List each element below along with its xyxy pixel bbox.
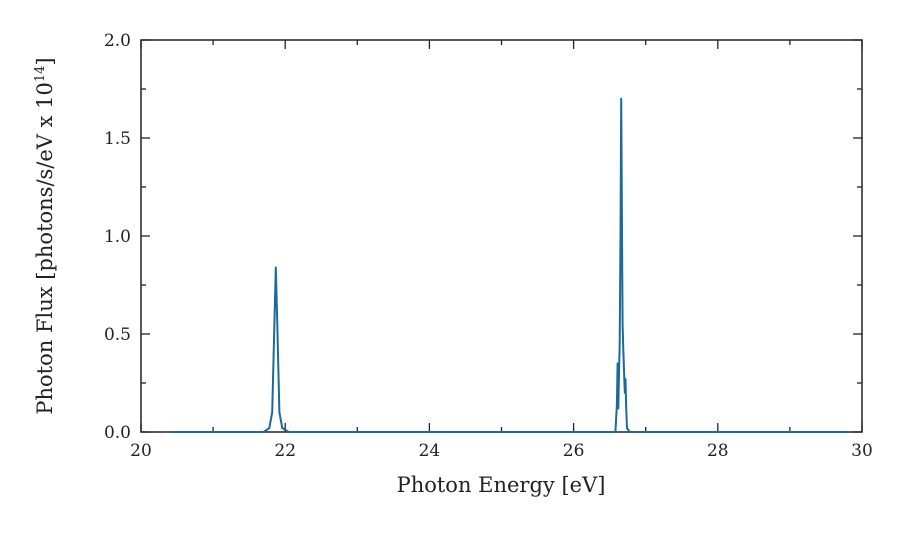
series-group	[169, 97, 848, 433]
x-tick-label: 30	[851, 441, 873, 461]
series-line-0	[169, 97, 848, 433]
y-axis-label: Photon Flux [photons/s/eV x 1014]	[33, 57, 57, 414]
x-tick-label: 22	[274, 441, 296, 461]
y-tick-label: 1.0	[104, 227, 131, 247]
tick-labels: 20 22 24 26 28 30 0.0 0.5 1.0 1.5 2.0	[104, 31, 873, 461]
x-tick-label: 20	[130, 441, 152, 461]
x-tick-label: 24	[419, 441, 441, 461]
y-tick-label: 2.0	[104, 31, 131, 51]
axis-ticks	[140, 39, 863, 433]
y-tick-label: 0.0	[104, 423, 131, 443]
y-tick-label: 0.5	[104, 325, 131, 345]
x-axis-label: Photon Energy [eV]	[397, 473, 606, 497]
y-axis-label-exponent: 14	[33, 66, 48, 83]
y-tick-label: 1.5	[104, 129, 131, 149]
x-tick-label: 28	[707, 441, 729, 461]
y-axis-label-main: Photon Flux [photons/s/eV x 10	[33, 82, 57, 415]
plot-frame	[140, 39, 863, 433]
x-tick-label: 26	[563, 441, 585, 461]
y-axis-label-close: ]	[33, 57, 57, 65]
